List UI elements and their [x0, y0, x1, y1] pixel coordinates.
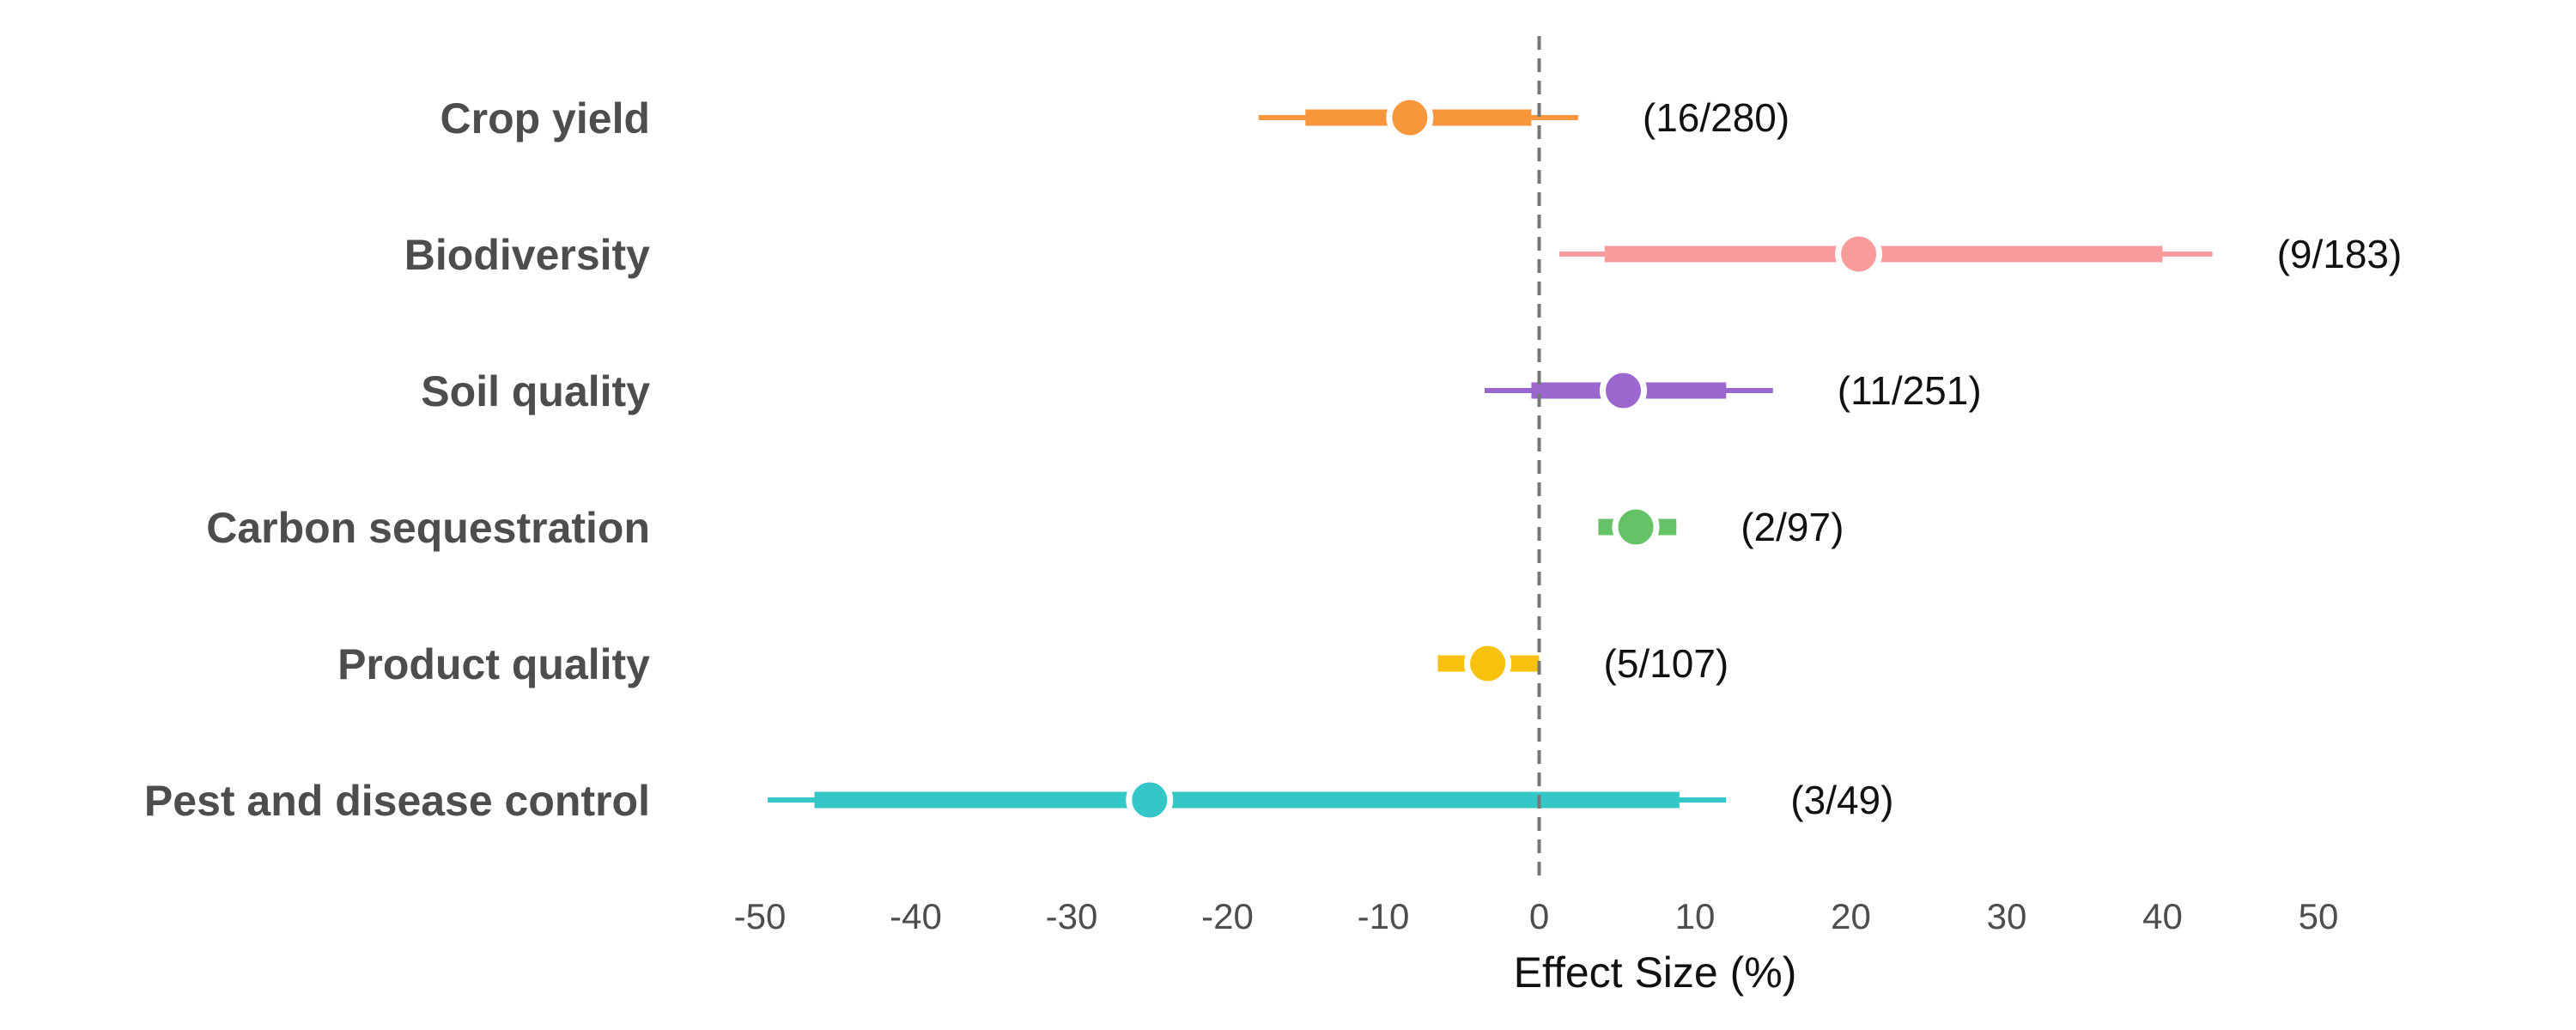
point-estimate-marker	[1126, 776, 1174, 824]
x-tick-label: -50	[734, 896, 787, 936]
point-estimate-marker	[1600, 367, 1648, 415]
forest-row: Product quality (5/107)	[337, 639, 1729, 688]
study-count-label: (2/97)	[1741, 505, 1844, 549]
category-label: Pest and disease control	[144, 777, 650, 825]
x-tick-label: 40	[2142, 896, 2183, 936]
study-count-label: (5/107)	[1604, 641, 1729, 686]
category-label: Product quality	[337, 640, 650, 688]
x-tick-label: 10	[1675, 896, 1716, 936]
forest-row: Carbon sequestration (2/97)	[206, 503, 1844, 552]
x-axis-title: Effect Size (%)	[1514, 948, 1797, 997]
forest-row: Soil quality (11/251)	[421, 367, 1982, 415]
point-estimate-marker	[1464, 639, 1512, 688]
point-estimate-marker	[1835, 230, 1883, 278]
x-tick-label: -40	[890, 896, 942, 936]
rows-layer: Crop yield (16/280) Biodiversity (9/183) Soi…	[144, 94, 2402, 825]
category-label: Carbon sequestration	[206, 504, 650, 552]
study-count-label: (9/183)	[2277, 232, 2403, 276]
point-estimate-marker	[1612, 503, 1660, 551]
x-axis-ticks: -50 -40 -30 -20 -10 0 10 20 30 40 50	[734, 896, 2339, 936]
category-label: Crop yield	[440, 94, 650, 142]
x-tick-label: -30	[1046, 896, 1098, 936]
x-tick-label: 0	[1529, 896, 1549, 936]
study-count-label: (16/280)	[1643, 95, 1789, 140]
forest-row: Biodiversity (9/183)	[404, 230, 2403, 279]
x-tick-label: 30	[1987, 896, 2027, 936]
category-label: Soil quality	[421, 367, 650, 415]
forest-row: Crop yield (16/280)	[440, 94, 1789, 142]
x-tick-label: -20	[1201, 896, 1254, 936]
study-count-label: (11/251)	[1838, 368, 1982, 413]
x-tick-label: 50	[2299, 896, 2339, 936]
x-tick-label: 20	[1831, 896, 1871, 936]
x-tick-label: -10	[1358, 896, 1410, 936]
forest-row: Pest and disease control (3/49)	[144, 776, 1893, 825]
category-label: Biodiversity	[404, 231, 650, 279]
study-count-label: (3/49)	[1790, 778, 1893, 822]
point-estimate-marker	[1386, 94, 1434, 142]
